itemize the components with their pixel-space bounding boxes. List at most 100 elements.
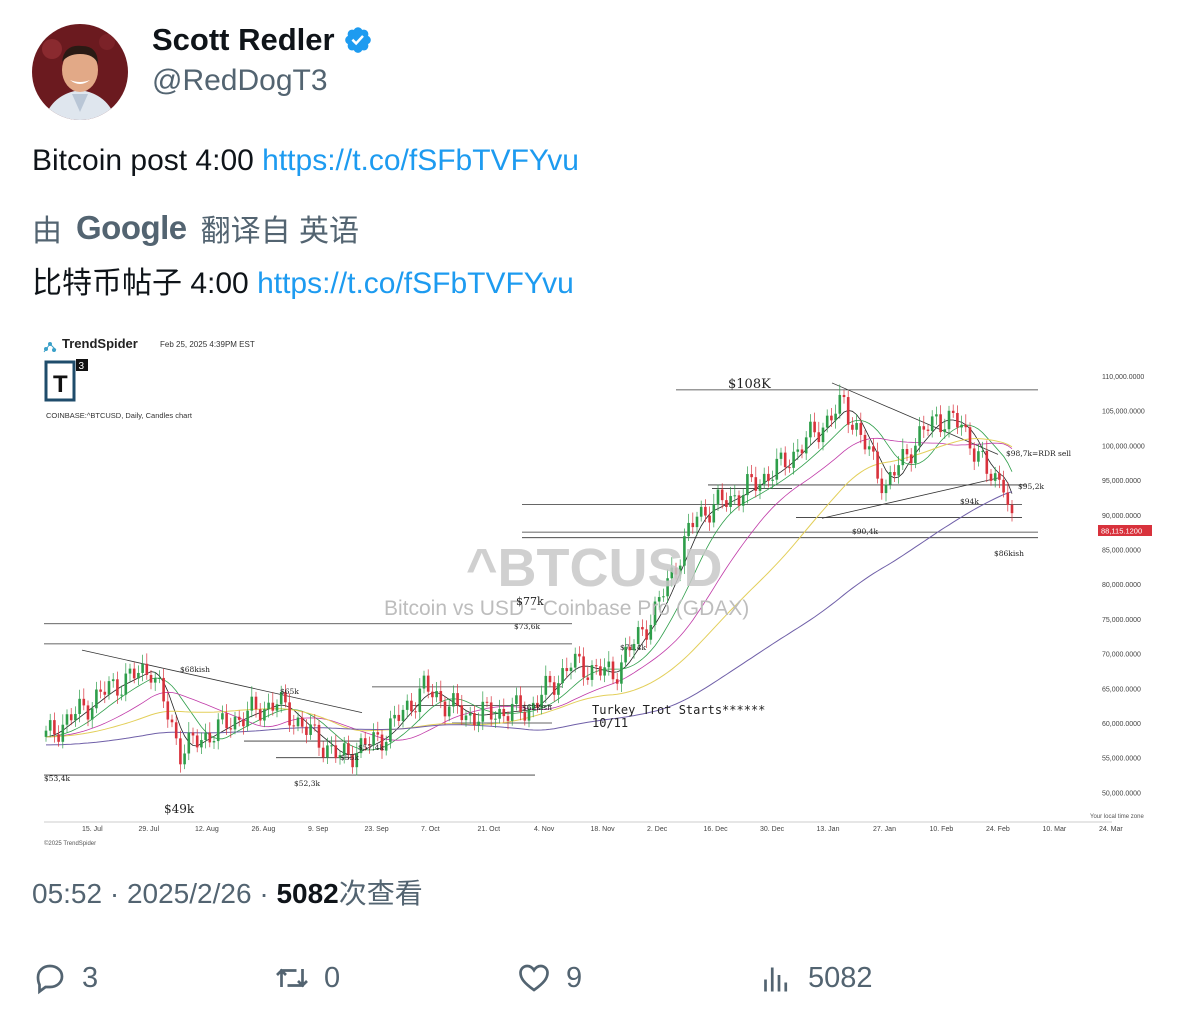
candle [704, 506, 707, 516]
candle [187, 732, 191, 754]
like-button[interactable]: 9 [516, 960, 582, 996]
candle [754, 477, 758, 491]
candle [74, 713, 77, 721]
views-count: 5082 [808, 961, 873, 994]
candle [342, 743, 346, 756]
candle [443, 701, 447, 717]
candle [78, 698, 81, 714]
candle [393, 714, 396, 719]
candle [951, 410, 955, 413]
candle [212, 741, 216, 743]
reply-count: 3 [82, 961, 99, 994]
retweet-button[interactable]: 0 [274, 960, 340, 996]
price-label: $53,4k [44, 774, 70, 783]
candle [678, 565, 682, 575]
chart-image[interactable]: TrendSpider Feb 25, 2025 4:39PM EST T 3 … [32, 326, 1164, 850]
candle [216, 719, 220, 742]
candle [435, 691, 438, 698]
tweet-time[interactable]: 05:52 [32, 878, 103, 909]
candle [498, 708, 501, 719]
candle [561, 668, 564, 684]
candle [116, 679, 119, 696]
candle [95, 689, 98, 709]
y-tick-label: 50,000.0000 [1102, 790, 1141, 797]
candle [128, 668, 132, 674]
author-name[interactable]: Scott Redler [152, 22, 335, 57]
tweet-link[interactable]: https://t.co/fSFbTVFYvu [262, 144, 579, 177]
candle [174, 722, 178, 739]
reply-button[interactable]: 3 [32, 960, 98, 996]
tweet-date[interactable]: 2025/2/26 [126, 878, 252, 909]
candle [939, 414, 942, 433]
x-tick-label: 12. Aug [195, 826, 219, 833]
y-tick-label: 100,000.0000 [1102, 443, 1145, 450]
translated-body: 比特币帖子 4:00 [32, 267, 258, 300]
price-label: $62kish [522, 703, 552, 712]
y-tick-label: 70,000.0000 [1102, 652, 1141, 659]
translated-link[interactable]: https://t.co/fSFbTVFYvu [257, 267, 574, 300]
candle [611, 661, 615, 680]
candle [166, 701, 170, 720]
candle [586, 677, 590, 680]
timezone-label: Your local time zone [1090, 814, 1144, 820]
candle [372, 732, 375, 746]
google-logo: Google [76, 209, 187, 246]
candle [99, 689, 102, 692]
candle [401, 709, 405, 721]
x-tick-label: 10. Feb [930, 826, 954, 833]
candle [846, 397, 850, 425]
candle [1006, 492, 1010, 505]
candle [540, 694, 543, 708]
candle [821, 427, 825, 443]
candle [489, 702, 493, 720]
candle [536, 702, 539, 708]
author-name-row[interactable]: Scott Redler [152, 22, 373, 58]
candle [376, 732, 380, 735]
candle [195, 735, 199, 748]
candle [208, 732, 212, 743]
watermark-ticker: ^BTCUSD [466, 538, 723, 598]
candle [590, 665, 594, 680]
candle [804, 437, 808, 454]
candle [615, 679, 619, 684]
views-button[interactable]: 5082 [758, 960, 873, 996]
watermark-subtitle: Bitcoin vs USD - Coinbase Pro (GDAX) [384, 597, 749, 620]
candle [733, 495, 737, 497]
candle [851, 424, 854, 430]
x-tick-label: 24. Feb [986, 826, 1010, 833]
candle [767, 473, 770, 481]
candle [645, 629, 648, 640]
candle [485, 701, 489, 703]
y-tick-label: 90,000.0000 [1102, 513, 1141, 520]
chart-timestamp: Feb 25, 2025 4:39PM EST [160, 340, 255, 349]
x-tick-label: 30. Dec [760, 826, 785, 833]
candle [893, 471, 896, 476]
candle [57, 734, 60, 742]
candle [250, 696, 254, 711]
candle [158, 677, 161, 679]
candle [48, 720, 52, 731]
x-tick-label: 24. Mar [1099, 826, 1123, 833]
candle [552, 682, 556, 695]
candle [977, 451, 980, 462]
candle [279, 692, 283, 705]
candle [418, 688, 422, 712]
candle [200, 740, 203, 748]
meta-separator: · [251, 878, 277, 909]
price-label: $98,7k=RDR sell [1006, 449, 1072, 458]
candle [132, 668, 136, 679]
price-label: $108K [728, 377, 771, 392]
candle [565, 668, 569, 672]
candle [523, 711, 527, 721]
candle [284, 692, 287, 703]
price-label: $94k [960, 497, 979, 506]
candle [1010, 504, 1014, 514]
candle [888, 471, 892, 485]
candle [313, 724, 317, 726]
candle [867, 446, 871, 450]
avatar[interactable] [32, 24, 128, 120]
candle [674, 567, 678, 575]
candle [741, 495, 745, 506]
author-handle[interactable]: @RedDogT3 [152, 64, 328, 97]
x-tick-label: 29. Jul [139, 826, 160, 833]
